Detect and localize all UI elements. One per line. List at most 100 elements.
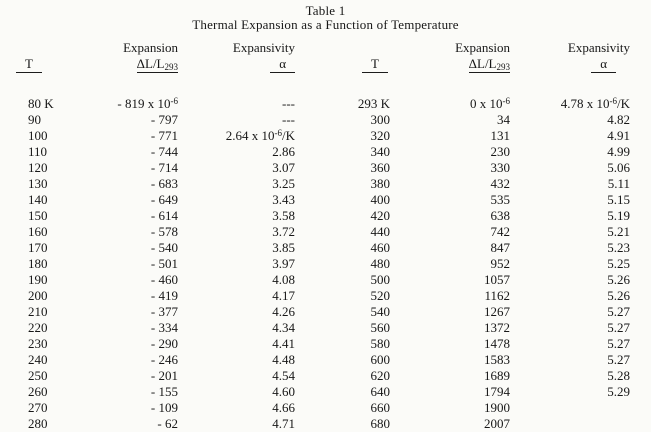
table-row: 220 - 334 4.34 560 1372 5.27: [0, 320, 630, 336]
table-cell: 1583: [484, 352, 510, 367]
table-cell: 340: [370, 144, 391, 159]
table-cell: 5.25: [607, 256, 630, 271]
table-cell: 4.82: [607, 112, 630, 127]
table-row: 270 - 109 4.66 660 1900: [0, 400, 630, 416]
table-cell: 4.08: [272, 272, 295, 287]
table-cell: 5.26: [607, 272, 630, 287]
table-cell: [510, 400, 630, 416]
table-cell: 4.41: [272, 336, 295, 351]
table-cell: 4.66: [272, 400, 295, 415]
table-cell: 90: [28, 112, 41, 127]
table-cell: 4.17: [272, 288, 295, 303]
header-expansion-right: Expansion: [455, 40, 510, 55]
table-cell: - 683: [150, 176, 178, 191]
table-cell: 380: [370, 176, 391, 191]
table-cell: - 377: [150, 304, 178, 319]
table-cell: - 62: [157, 416, 178, 431]
table-cell: 230: [490, 144, 511, 159]
table-cell: 1794: [484, 384, 510, 399]
table-cell: 847: [490, 240, 511, 255]
table-cell: 680: [370, 416, 391, 431]
table-cell: 638: [490, 208, 511, 223]
table-cell: 170: [28, 240, 48, 255]
header-t-right: T: [295, 56, 390, 96]
table-cell: 130: [28, 176, 48, 191]
table-cell: 3.72: [272, 224, 295, 239]
table-cell: 742: [490, 224, 511, 239]
table-cell: 620: [370, 368, 391, 383]
table-row: 190 - 460 4.08 500 1057 5.26: [0, 272, 630, 288]
header-expansivity-left: Expansivity: [232, 40, 295, 55]
table-cell: 1689: [484, 368, 510, 383]
table-row: 100 - 771 2.64 x 10-6/K 320 131 4.91: [0, 128, 630, 144]
table-cell: 5.21: [607, 224, 630, 239]
table-row: 200 - 419 4.17 520 1162 5.26: [0, 288, 630, 304]
table-cell: 120: [28, 160, 48, 175]
table-cell: 400: [370, 192, 391, 207]
table-cell: 4.48: [272, 352, 295, 367]
table-cell: [510, 416, 630, 432]
table-cell: 34: [497, 112, 510, 127]
table-cell: - 649: [150, 192, 178, 207]
header-alpha-right: α: [510, 56, 630, 96]
table-cell: 5.27: [607, 304, 630, 319]
table-body: 80 K - 819 x 10-6 --- 293 K 0 x 10-6 4.78 x 1…: [0, 96, 630, 432]
table-row: 140 - 649 3.43 400 535 5.15: [0, 192, 630, 208]
header-expansion-left: Expansion: [123, 40, 178, 55]
table-cell: 5.15: [607, 192, 630, 207]
table-cell: 220: [28, 320, 48, 335]
table-cell: 5.23: [607, 240, 630, 255]
table-cell: 0 x 10-6: [470, 96, 510, 111]
table-cell: 5.27: [607, 320, 630, 335]
table-cell: 460: [370, 240, 391, 255]
table-row: 170 - 540 3.85 460 847 5.23: [0, 240, 630, 256]
header-expansivity-right: Expansivity: [567, 40, 630, 55]
table-cell: 432: [490, 176, 511, 191]
table-cell: 535: [490, 192, 511, 207]
table-cell: - 744: [150, 144, 178, 159]
table-cell: 240: [28, 352, 48, 367]
table-row: 240 - 246 4.48 600 1583 5.27: [0, 352, 630, 368]
table-cell: ---: [282, 96, 295, 111]
table-cell: 3.85: [272, 240, 295, 255]
table-cell: 3.97: [272, 256, 295, 271]
table-cell: 1162: [484, 288, 510, 303]
table-cell: 1267: [484, 304, 510, 319]
table-cell: 100: [28, 128, 48, 143]
table-cell: 4.54: [272, 368, 295, 383]
table-cell: 200: [28, 288, 48, 303]
header-blank-left: [0, 40, 90, 56]
header-blank-right: [295, 40, 390, 56]
table-cell: 4.71: [272, 416, 295, 431]
table-cell: 270: [28, 400, 48, 415]
table-row: 150 - 614 3.58 420 638 5.19: [0, 208, 630, 224]
table-row: 180 - 501 3.97 480 952 5.25: [0, 256, 630, 272]
table-cell: 5.27: [607, 352, 630, 367]
table-cell: 600: [370, 352, 391, 367]
table-cell: - 246: [150, 352, 178, 367]
table-row: 280 - 62 4.71 680 2007: [0, 416, 630, 432]
table-cell: - 578: [150, 224, 178, 239]
table-row: 230 - 290 4.41 580 1478 5.27: [0, 336, 630, 352]
table-cell: - 771: [150, 128, 178, 143]
table-cell: 4.91: [607, 128, 630, 143]
table-cell: 360: [370, 160, 391, 175]
table-cell: - 201: [150, 368, 178, 383]
table-cell: 4.26: [272, 304, 295, 319]
table-cell: - 334: [150, 320, 178, 335]
table-cell: 250: [28, 368, 48, 383]
table-cell: 293 K: [357, 96, 390, 111]
table-cell: 500: [370, 272, 391, 287]
table-cell: 3.58: [272, 208, 295, 223]
table-cell: 2.86: [272, 144, 295, 159]
table-row: 160 - 578 3.72 440 742 5.21: [0, 224, 630, 240]
table-cell: 230: [28, 336, 48, 351]
table-header: Expansion Expansivity Expansion Expansiv…: [0, 40, 630, 96]
table-cell: 4.34: [272, 320, 295, 335]
table-cell: 140: [28, 192, 48, 207]
table-cell: 160: [28, 224, 48, 239]
table-cell: 3.07: [272, 160, 295, 175]
table-cell: 5.28: [607, 368, 630, 383]
table-cell: 540: [370, 304, 391, 319]
table-cell: 3.25: [272, 176, 295, 191]
